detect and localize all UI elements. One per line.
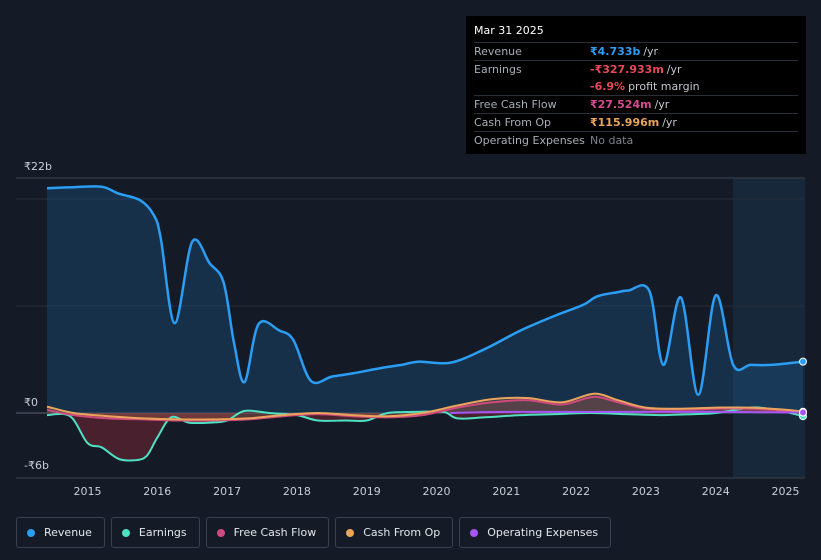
y-tick-label: ₹22b	[24, 160, 52, 173]
legend-item-operating-expenses[interactable]: Operating Expenses	[459, 517, 612, 548]
revenue-line	[46, 185, 804, 397]
tooltip-row-unit: /yr	[654, 98, 670, 111]
x-tick-label: 2022	[562, 485, 590, 498]
legend-label: Earnings	[138, 526, 187, 539]
tooltip-row: Revenue ₹4.733b/yr	[474, 42, 798, 60]
legend-item-revenue[interactable]: Revenue	[16, 517, 105, 548]
legend-label: Free Cash Flow	[233, 526, 317, 539]
x-tick-label: 2020	[423, 485, 451, 498]
x-tick-label: 2016	[143, 485, 171, 498]
legend-label: Revenue	[44, 526, 92, 539]
tooltip-row-unit: /yr	[643, 45, 659, 58]
series-end-markers	[799, 357, 807, 421]
tooltip-row-value: ₹27.524m	[590, 98, 652, 111]
tooltip-row-unit: /yr	[666, 63, 682, 76]
legend-dot-icon	[216, 528, 225, 537]
y-axis-ticks: ₹22b ₹0 -₹6b	[24, 160, 52, 472]
tooltip-row: -6.9% profit margin	[474, 78, 798, 95]
tooltip-row-value: ₹4.733b	[590, 45, 641, 58]
earnings-line	[46, 406, 804, 462]
legend-item-cash-from-op[interactable]: Cash From Op	[335, 517, 454, 548]
tooltip-row-label: Operating Expenses	[474, 134, 585, 147]
x-tick-label: 2018	[283, 485, 311, 498]
tooltip-row: Operating Expenses No data	[474, 131, 798, 149]
tooltip-rows: Revenue ₹4.733b/yr Earnings -₹327.933m/yr -6…	[474, 42, 798, 149]
revenue-end-marker	[799, 357, 807, 366]
tooltip-panel: Mar 31 2025 Revenue ₹4.733b/yr Earnings -₹3…	[466, 16, 806, 154]
tooltip-row: Free Cash Flow ₹27.524m/yr	[474, 95, 798, 113]
free-cash-flow-line	[46, 395, 804, 422]
x-tick-label: 2024	[702, 485, 730, 498]
y-tick-label: -₹6b	[24, 459, 49, 472]
tooltip-row-label: Cash From Op	[474, 116, 552, 129]
legend-dot-icon	[470, 528, 479, 537]
x-tick-label: 2021	[492, 485, 520, 498]
legend-item-free-cash-flow[interactable]: Free Cash Flow	[205, 517, 330, 548]
financials-chart: ₹22b₹0-₹6b 2015 2016 2017 2018 2019 2020 2021 2…	[16, 160, 807, 498]
operating-expenses-end-marker	[799, 408, 807, 417]
legend-dot-icon	[346, 528, 355, 537]
legend-label: Cash From Op	[363, 526, 441, 539]
revenue-area	[47, 186, 803, 413]
x-tick-label: 2019	[353, 485, 381, 498]
cash-from-op-line	[46, 392, 804, 421]
tooltip-date: Mar 31 2025	[474, 24, 544, 37]
series-lines	[46, 185, 804, 462]
tooltip-row: Earnings -₹327.933m/yr	[474, 60, 798, 78]
tooltip-row-unit: /yr	[662, 116, 677, 129]
tooltip-row-value: No data	[590, 134, 634, 147]
forecast-region-shade	[733, 178, 805, 478]
x-tick-label: 2015	[73, 485, 101, 498]
grid-lines	[16, 177, 805, 479]
tooltip-row-value: -₹327.933m	[590, 63, 664, 76]
x-tick-label: 2025	[772, 485, 800, 498]
legend-dot-icon	[121, 528, 130, 537]
tooltip-row-label: Revenue	[474, 45, 522, 58]
chart-legend: Revenue Earnings Free Cash Flow Cash From O…	[16, 517, 612, 548]
tooltip-row-unit: profit margin	[628, 80, 700, 93]
x-axis-ticks: 2015 2016 2017 2018 2019 2020 2021 2022 2023 2024…	[73, 485, 799, 498]
cash-from-op-area	[47, 393, 803, 420]
tooltip-row: Cash From Op ₹115.996m/yr	[474, 113, 798, 131]
legend-label: Operating Expenses	[487, 526, 599, 539]
legend-dot-icon	[27, 528, 35, 537]
tooltip-row-label: Free Cash Flow	[474, 98, 557, 111]
x-tick-label: 2023	[632, 485, 660, 498]
y-tick-label: ₹0	[24, 396, 38, 409]
tooltip-row-value: ₹115.996m	[590, 116, 660, 129]
x-tick-label: 2017	[213, 485, 241, 498]
tooltip-row-label: Earnings	[474, 63, 522, 76]
legend-item-earnings[interactable]: Earnings	[110, 517, 200, 548]
operating-expenses-line	[450, 410, 804, 414]
tooltip-row-value: -6.9%	[590, 80, 626, 93]
